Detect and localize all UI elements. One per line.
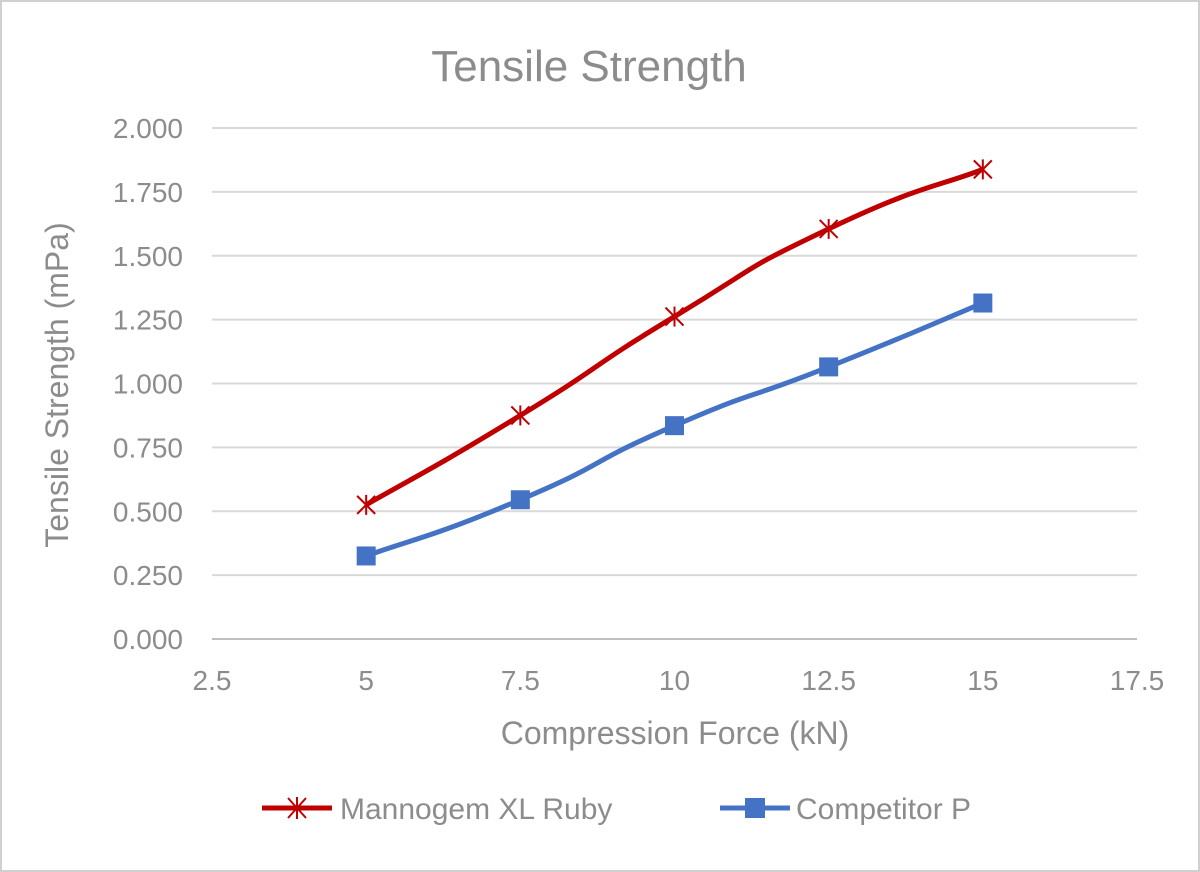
y-tick-label: 0.750	[113, 432, 183, 463]
y-tick-label: 1.250	[113, 305, 183, 336]
y-tick-label: 1.750	[113, 177, 183, 208]
x-tick-label: 5	[358, 665, 374, 696]
x-axis-ticks: 2.5 5 7.5 10 12.5 15 17.5	[193, 665, 1165, 696]
data-point-competitor-p	[356, 546, 376, 566]
legend-label-competitor: Competitor P	[796, 793, 971, 826]
y-axis-label: Tensile Strength (mPa)	[39, 222, 75, 547]
y-axis-ticks: 0.000 0.250 0.500 0.750 1.000 1.250 1.500 1.750…	[113, 113, 183, 655]
y-tick-label: 2.000	[113, 113, 183, 144]
chart-title: Tensile Strength	[431, 42, 747, 91]
y-tick-label: 0.250	[113, 560, 183, 591]
series-layer	[356, 159, 993, 566]
x-tick-label: 17.5	[1110, 665, 1165, 696]
series-line-mannogem-xl-ruby	[364, 167, 984, 508]
data-point-competitor-p	[819, 357, 839, 377]
x-tick-label: 10	[659, 665, 690, 696]
legend-item-mannogem: Mannogem XL Ruby	[262, 793, 612, 826]
legend-marker-competitor	[745, 798, 765, 818]
y-tick-label: 0.000	[113, 624, 183, 655]
x-axis-label: Compression Force (kN)	[501, 715, 850, 751]
data-point-competitor-p	[973, 293, 993, 313]
legend-marker-mannogem	[287, 797, 307, 819]
legend: Mannogem XL Ruby Competitor P	[262, 793, 971, 826]
gridlines	[212, 127, 1137, 640]
x-tick-label: 12.5	[801, 665, 856, 696]
data-point-mannogem-xl-ruby	[356, 494, 376, 515]
data-point-mannogem-xl-ruby	[510, 405, 531, 426]
data-point-mannogem-xl-ruby	[973, 159, 993, 180]
x-tick-label: 15	[967, 665, 998, 696]
data-point-competitor-p	[665, 416, 684, 436]
legend-label-mannogem: Mannogem XL Ruby	[340, 793, 612, 826]
legend-item-competitor: Competitor P	[720, 793, 971, 826]
series-mannogem-xl-ruby	[356, 159, 993, 515]
y-tick-label: 1.500	[113, 241, 183, 272]
y-tick-label: 0.500	[113, 496, 183, 527]
data-point-competitor-p	[510, 490, 530, 510]
data-point-mannogem-xl-ruby	[818, 218, 839, 239]
y-tick-label: 1.000	[113, 369, 183, 400]
series-competitor-p	[356, 293, 993, 566]
data-point-mannogem-xl-ruby	[664, 306, 685, 327]
x-tick-label: 2.5	[193, 665, 232, 696]
x-tick-label: 7.5	[501, 665, 540, 696]
